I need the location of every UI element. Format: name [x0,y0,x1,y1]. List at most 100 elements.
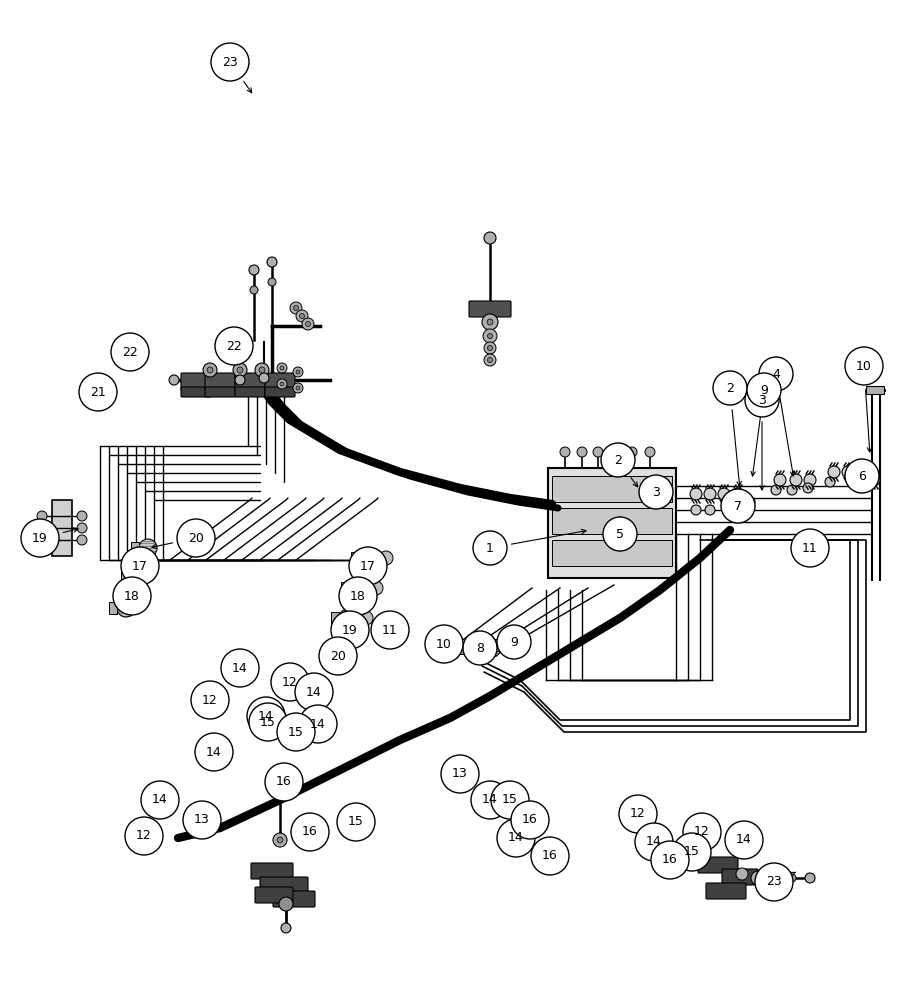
Circle shape [141,781,179,819]
Circle shape [121,547,159,585]
Circle shape [368,581,383,595]
Circle shape [483,354,496,366]
Circle shape [267,278,275,286]
Circle shape [266,257,276,267]
Circle shape [724,821,762,859]
Circle shape [744,383,778,417]
Circle shape [233,363,247,377]
Circle shape [293,306,298,310]
Circle shape [265,763,303,801]
Circle shape [125,817,163,855]
Circle shape [293,383,303,393]
Circle shape [683,813,721,851]
Circle shape [276,363,286,373]
Circle shape [442,641,461,659]
Text: 22: 22 [122,346,138,359]
Bar [52,500,72,556]
Circle shape [650,841,688,879]
Circle shape [295,370,300,374]
Bar [454,642,462,654]
Circle shape [37,535,47,545]
Text: 2: 2 [725,381,733,394]
Circle shape [746,373,780,407]
Circle shape [472,531,507,565]
Circle shape [207,367,213,373]
Circle shape [803,474,815,486]
FancyBboxPatch shape [235,387,265,397]
Circle shape [37,523,47,533]
Circle shape [177,519,215,557]
Circle shape [220,649,259,687]
Text: 16: 16 [542,849,557,862]
Circle shape [273,833,286,847]
Circle shape [259,367,265,373]
Text: 2: 2 [613,454,621,466]
Circle shape [770,485,780,495]
Text: 14: 14 [481,793,498,806]
Text: 12: 12 [629,807,645,820]
Text: 12: 12 [136,829,152,842]
Circle shape [690,505,700,515]
Circle shape [191,681,228,719]
Circle shape [280,382,284,386]
Circle shape [559,447,570,457]
Circle shape [576,447,586,457]
Circle shape [470,781,508,819]
Circle shape [717,488,730,500]
Circle shape [77,523,87,533]
Text: 6: 6 [857,470,865,483]
FancyBboxPatch shape [205,373,235,391]
Circle shape [349,547,386,585]
Text: 11: 11 [382,624,397,637]
Circle shape [592,447,602,457]
Bar [121,572,129,584]
Text: 13: 13 [194,813,209,826]
Text: 4: 4 [771,367,779,380]
Text: 8: 8 [476,642,483,654]
Text: 20: 20 [188,532,204,544]
Bar [340,582,349,594]
Text: 20: 20 [330,650,346,662]
Circle shape [111,333,149,371]
Circle shape [129,569,147,587]
Circle shape [634,823,672,861]
Circle shape [116,599,135,617]
Bar [350,552,358,564]
Circle shape [182,801,220,839]
Circle shape [804,873,815,883]
Circle shape [281,923,291,933]
Circle shape [237,367,243,373]
Text: 3: 3 [758,393,765,406]
Circle shape [497,625,530,659]
Circle shape [638,475,672,509]
Circle shape [139,539,157,557]
Circle shape [293,367,303,377]
Text: 11: 11 [801,542,817,554]
Circle shape [487,319,492,325]
Text: 10: 10 [435,638,452,650]
Text: 13: 13 [452,767,468,780]
Text: 5: 5 [615,528,623,540]
Circle shape [280,366,284,370]
Text: 16: 16 [661,853,677,866]
Text: 12: 12 [202,694,218,706]
Circle shape [235,375,245,385]
Circle shape [789,474,801,486]
Text: 10: 10 [855,360,871,372]
Circle shape [113,577,151,615]
Text: 23: 23 [222,56,237,69]
Circle shape [721,489,754,523]
Text: 7: 7 [733,499,741,512]
Circle shape [787,485,796,495]
Circle shape [210,43,248,81]
Circle shape [279,897,293,911]
FancyBboxPatch shape [181,387,210,397]
Circle shape [490,781,528,819]
Bar [131,542,139,554]
Circle shape [248,265,259,275]
Circle shape [728,501,738,511]
Circle shape [276,837,283,843]
Circle shape [731,488,743,500]
Circle shape [294,673,332,711]
Text: 1: 1 [486,542,493,554]
